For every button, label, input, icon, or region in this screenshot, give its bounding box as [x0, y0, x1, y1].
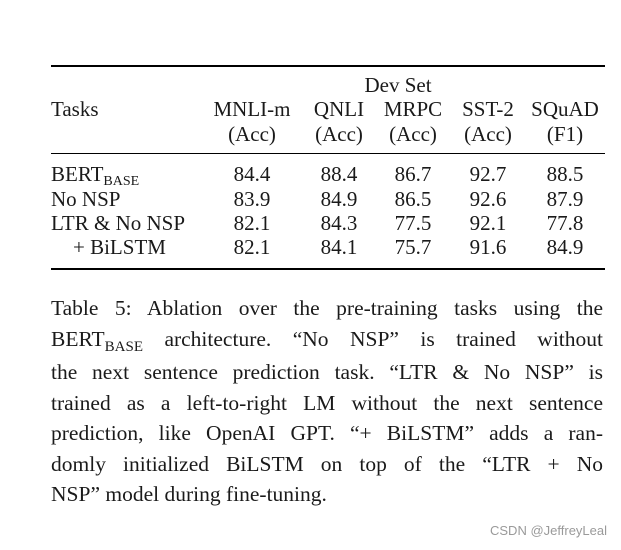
table-cell: 77.8: [546, 211, 584, 235]
caption-line: domly initialized BiLSTM on top of the “…: [51, 451, 603, 476]
table-cell: 88.5: [546, 162, 584, 186]
col-header-mnli: MNLI-m: [213, 97, 291, 121]
table-cell: 82.1: [233, 235, 271, 259]
col-header-sst2: SST-2: [462, 97, 514, 121]
table-cell: 84.3: [320, 211, 358, 235]
col-metric-sst2: (Acc): [464, 122, 512, 146]
col-header-qnli: QNLI: [313, 97, 365, 121]
table-cell: 84.4: [233, 162, 271, 186]
col-metric-squad: (F1): [546, 122, 584, 146]
col-header-squad: SQuAD: [531, 97, 599, 121]
table-cell: 86.7: [394, 162, 432, 186]
row-label-bert-base: BERTBASE: [51, 162, 140, 189]
caption-line: Table 5: Ablation over the pre-training …: [51, 296, 603, 320]
row-label: LTR & No NSP: [51, 211, 186, 235]
table-cell: 88.4: [320, 162, 358, 186]
table-cell: 92.7: [469, 162, 507, 186]
table-cell: 83.9: [233, 187, 271, 211]
table-cell: 92.6: [469, 187, 507, 211]
col-metric-qnli: (Acc): [315, 122, 363, 146]
table-cell: 84.1: [320, 235, 358, 259]
col-header-mrpc: MRPC: [383, 97, 443, 121]
table-cell: 82.1: [233, 211, 271, 235]
table-caption: Table 5: Ablation over the pre-training …: [51, 293, 603, 510]
row-label: + BiLSTM: [73, 235, 166, 259]
caption-line: trained as a left-to-right LM without th…: [51, 390, 603, 415]
row-label: No NSP: [51, 187, 121, 211]
caption-line: prediction, like OpenAI GPT. “+ BiLSTM” …: [51, 421, 603, 445]
table-cell: 87.9: [546, 187, 584, 211]
col-metric-mnli: (Acc): [228, 122, 276, 146]
caption-line: the next sentence prediction task. “LTR …: [51, 360, 603, 384]
table-cell: 77.5: [394, 211, 432, 235]
tasks-header: Tasks: [51, 97, 99, 121]
dev-set-header: Dev Set: [364, 73, 432, 97]
table-mid-rule: [51, 153, 605, 154]
table-cell: 91.6: [469, 235, 507, 259]
col-metric-mrpc: (Acc): [389, 122, 437, 146]
caption-line: BERTBASE architecture. “No NSP” is train…: [51, 326, 603, 355]
table-cell: 84.9: [320, 187, 358, 211]
table-top-rule: [51, 65, 605, 67]
caption-subscript: BASE: [104, 338, 143, 355]
caption-line: NSP” model during fine-tuning.: [51, 482, 327, 506]
table-cell: 92.1: [469, 211, 507, 235]
table-cell: 75.7: [394, 235, 432, 259]
table-cell: 84.9: [546, 235, 584, 259]
watermark: CSDN @JeffreyLeal: [490, 523, 607, 538]
table-cell: 86.5: [394, 187, 432, 211]
table-bottom-rule: [51, 268, 605, 270]
row-label-subscript: BASE: [103, 174, 140, 189]
